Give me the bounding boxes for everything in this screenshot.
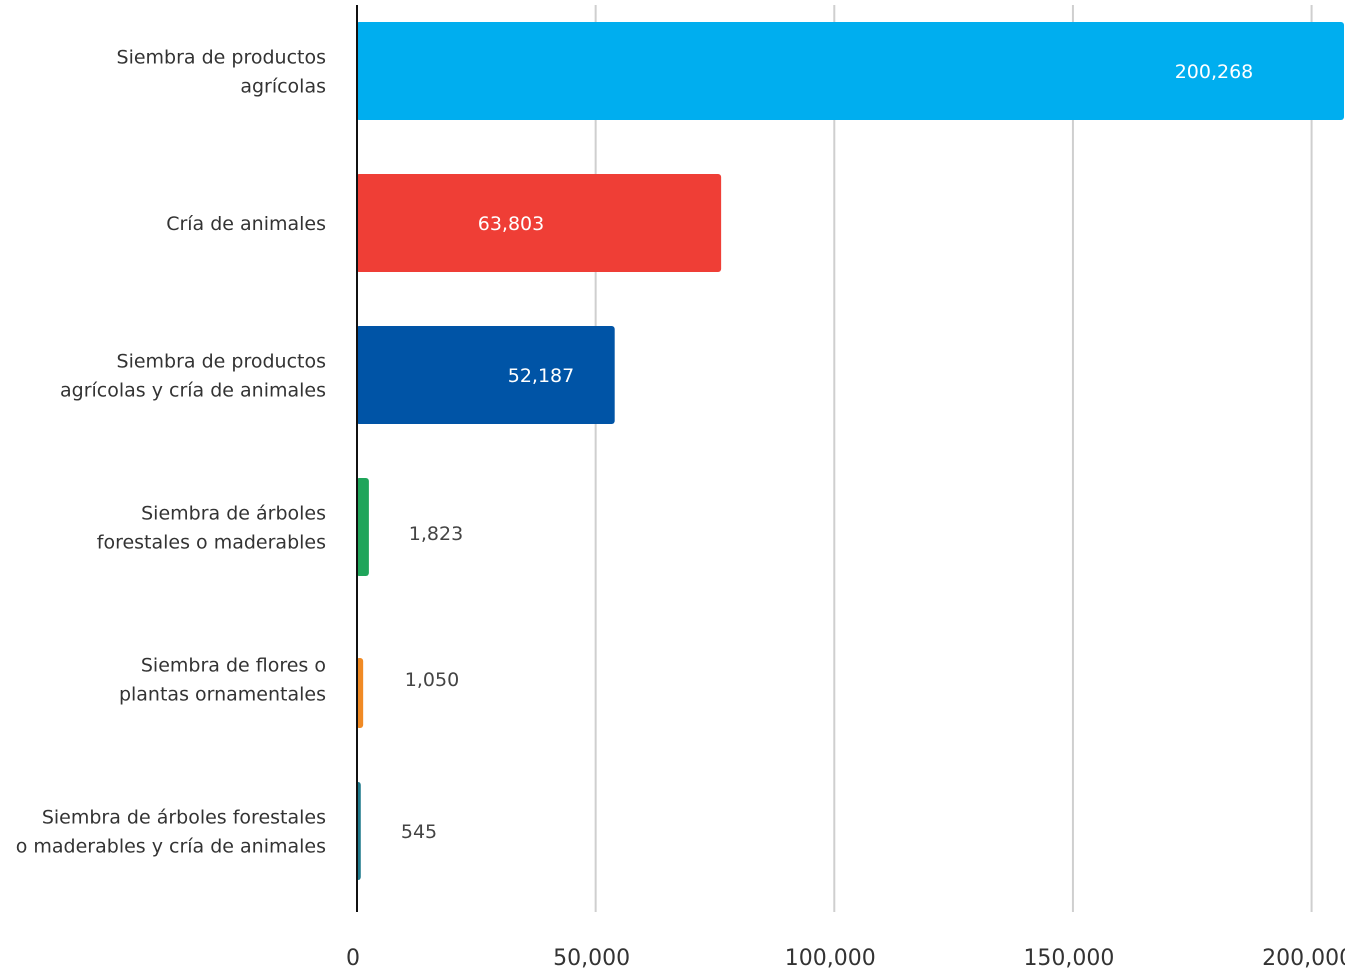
- bar: [356, 22, 1344, 120]
- category-label-line: o maderables y cría de animales: [16, 836, 326, 858]
- category-label-line: forestales o maderables: [97, 532, 326, 554]
- x-axis-tick-labels: 0 50,000 100,000 150,000 200,000: [346, 946, 1345, 971]
- bar: [356, 478, 369, 576]
- bar: [356, 326, 615, 424]
- category-label-line: Siembra de árboles: [141, 503, 326, 525]
- data-label: 52,187: [508, 365, 574, 387]
- data-labels: 200,268 63,803 52,187 1,823 1,050 545: [401, 61, 1253, 843]
- x-tick-label: 50,000: [553, 946, 630, 971]
- bars: [356, 22, 1344, 880]
- data-label: 1,823: [409, 523, 463, 545]
- gridlines: [594, 5, 1313, 912]
- category-label-line: Siembra de árboles forestales: [42, 807, 326, 829]
- x-tick-label: 200,000: [1262, 946, 1345, 971]
- data-label: 545: [401, 821, 437, 843]
- x-tick-label: 0: [346, 946, 360, 971]
- category-label: Siembra de árboles forestales o maderable…: [16, 807, 326, 858]
- data-label: 1,050: [405, 669, 459, 691]
- category-label: Siembra de flores o plantas ornamentales: [119, 655, 326, 706]
- category-label: Siembra de productos agrícolas: [117, 47, 326, 98]
- category-label-line: Siembra de flores o: [141, 655, 326, 677]
- category-label-line: Siembra de productos: [117, 47, 326, 69]
- category-label: Siembra de árboles forestales o maderable…: [97, 503, 326, 554]
- data-label: 200,268: [1175, 61, 1254, 83]
- category-label-line: Cría de animales: [166, 213, 326, 235]
- x-tick-label: 100,000: [785, 946, 876, 971]
- data-label: 63,803: [478, 213, 544, 235]
- bar: [356, 174, 722, 272]
- category-label-line: agrícolas: [240, 76, 326, 98]
- category-label: Siembra de productos agrícolas y cría de …: [60, 351, 326, 402]
- category-label-line: agrícolas y cría de animales: [60, 380, 326, 402]
- category-label-line: Siembra de productos: [117, 351, 326, 373]
- category-labels: Siembra de productos agrícolas Cría de ani…: [16, 47, 326, 858]
- x-tick-label: 150,000: [1023, 946, 1114, 971]
- category-label: Cría de animales: [166, 213, 326, 235]
- category-label-line: plantas ornamentales: [119, 684, 326, 706]
